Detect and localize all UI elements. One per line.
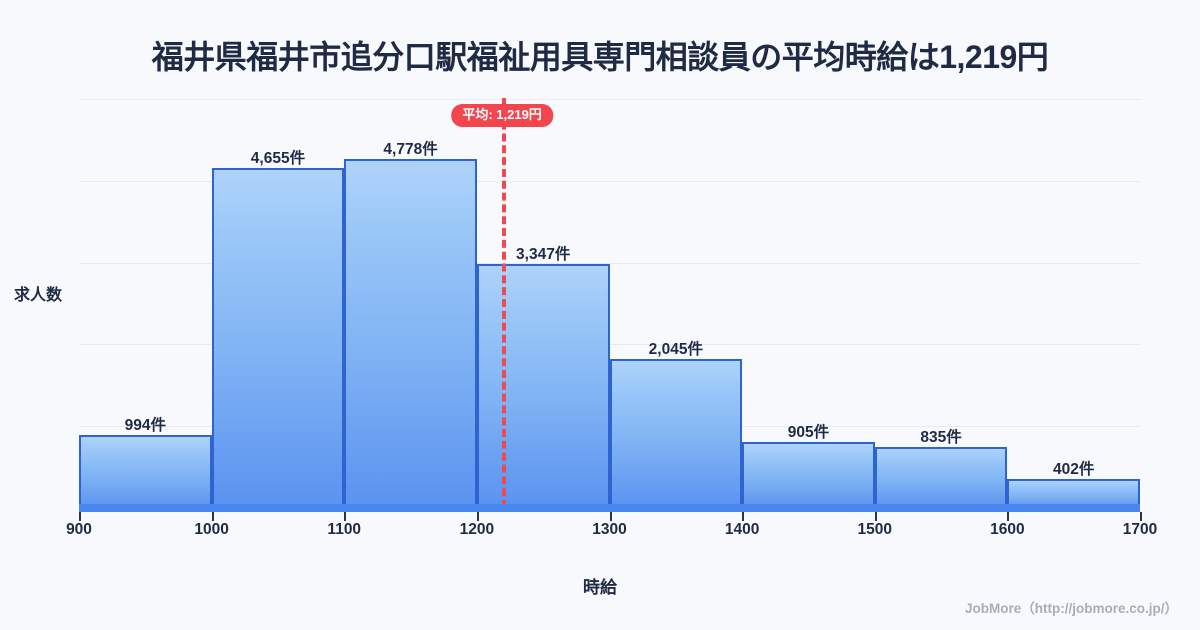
bar-value-label: 835件 <box>920 429 962 446</box>
y-axis-title: 求人数 <box>14 287 63 304</box>
x-axis-tick-label: 1300 <box>592 521 627 538</box>
bar[interactable] <box>476 263 610 508</box>
x-axis-title: 時給 <box>583 578 617 597</box>
x-axis-tick <box>874 512 877 521</box>
gridline <box>79 344 1140 346</box>
gridline <box>79 99 1140 100</box>
x-axis-tick-label: 1700 <box>1122 521 1158 538</box>
watermark: JobMore（http://jobmore.co.jp/） <box>965 601 1178 616</box>
bar[interactable] <box>742 441 875 508</box>
x-axis-tick-label: 1000 <box>194 521 229 538</box>
bar[interactable] <box>874 447 1008 508</box>
bar-series: 994件 4,655件 4,778件 3,347件 2,045件 905件 835件 402件 <box>79 99 1140 508</box>
page-title: 福井県福井市追分口駅福祉用具専門相談員の平均時給は1,219円 <box>151 39 1049 75</box>
bar[interactable] <box>211 168 345 508</box>
x-axis-tick <box>211 512 214 521</box>
x-axis-tick <box>1007 512 1010 521</box>
bar[interactable] <box>79 435 212 508</box>
x-axis-tick-label: 1500 <box>857 521 892 538</box>
bar-value-label: 3,347件 <box>516 245 571 263</box>
bar-value-label: 402件 <box>1053 460 1095 478</box>
bar-value-label: 4,655件 <box>250 150 306 168</box>
x-axis-tick-label: 1400 <box>724 521 760 538</box>
plot-area: 994件 4,655件 4,778件 3,347件 2,045件 905件 835件 402件 <box>79 98 1140 509</box>
x-axis-tick <box>609 512 612 521</box>
x-axis-tick <box>344 512 347 521</box>
average-badge: 平均: 1,219円 <box>451 104 553 128</box>
x-axis-tick-label: 1600 <box>990 521 1025 538</box>
x-axis-tick <box>79 512 81 521</box>
bar-value-label: 994件 <box>124 417 166 435</box>
bar-value-label: 905件 <box>787 423 830 441</box>
bar-value-label: 2,045件 <box>648 340 703 358</box>
x-axis-tick <box>742 512 745 521</box>
x-axis-tick <box>476 512 479 521</box>
x-axis-tick-label: 900 <box>66 521 92 538</box>
x-axis-tick <box>1140 512 1142 521</box>
bar[interactable] <box>609 358 743 508</box>
bar[interactable] <box>344 159 477 508</box>
x-axis-tick-label: 1100 <box>327 521 362 538</box>
x-axis-line <box>79 504 1140 512</box>
bar-value-label: 4,778件 <box>383 141 438 159</box>
average-line <box>502 98 507 508</box>
x-axis-tick-label: 1200 <box>459 521 495 538</box>
bar[interactable] <box>1007 478 1140 508</box>
gridline <box>79 262 1140 264</box>
gridline <box>79 180 1140 182</box>
